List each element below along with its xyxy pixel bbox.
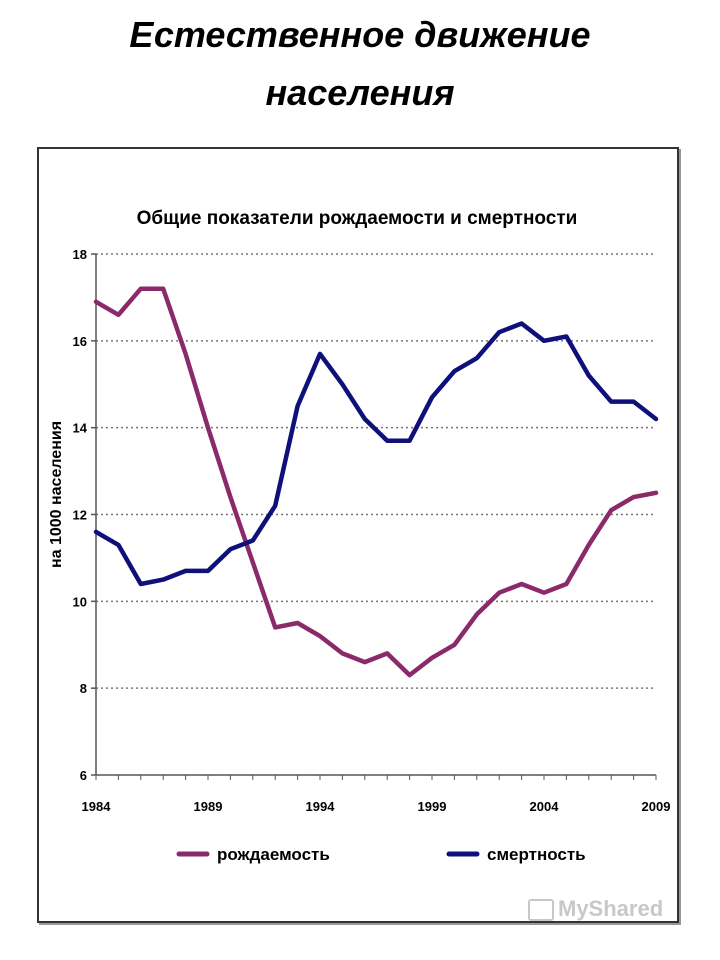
y-axis-label: на 1000 населения — [48, 421, 65, 568]
x-tick-label: 2004 — [530, 799, 560, 814]
y-tick-label: 18 — [73, 247, 87, 262]
legend-label: смертность — [487, 845, 586, 864]
series-line-death-rate — [93, 321, 659, 587]
slide-title: Естественное движение населения — [129, 14, 591, 113]
x-tick-label: 1999 — [418, 799, 447, 814]
y-tick-label: 12 — [73, 508, 87, 523]
x-tick-label: 2009 — [642, 799, 671, 814]
chart: 6 8 10 12 14 16 18 1984 1989 1994 1999 2004 2009 рож… — [48, 208, 671, 864]
y-tick-label: 6 — [80, 768, 87, 783]
grid-lines — [96, 253, 656, 689]
legend-item: смертность — [446, 845, 586, 864]
chart-title: Общие показатели рождаемости и смертност… — [137, 208, 578, 229]
legend-label: рождаемость — [217, 845, 330, 864]
series-lines — [93, 286, 659, 678]
presentation-icon — [528, 899, 554, 922]
watermark: MyShared — [528, 896, 663, 922]
y-tick-label: 14 — [73, 421, 88, 436]
y-tick-label: 8 — [80, 681, 87, 696]
watermark-text: MyShared — [558, 896, 664, 921]
legend-item: рождаемость — [176, 845, 330, 864]
series-line-birth-rate — [93, 286, 659, 678]
legend: рождаемость смертность — [176, 845, 586, 864]
x-tick-label: 1994 — [306, 799, 336, 814]
y-tick-label: 16 — [73, 334, 87, 349]
x-tick-label: 1984 — [82, 799, 112, 814]
x-tick-label: 1989 — [194, 799, 223, 814]
y-tick-label: 10 — [73, 594, 87, 609]
axes: 6 8 10 12 14 16 18 1984 1989 1994 1999 2004 2009 — [73, 247, 671, 814]
chart-frame: 6 8 10 12 14 16 18 1984 1989 1994 1999 2004 2009 рож… — [37, 147, 679, 923]
